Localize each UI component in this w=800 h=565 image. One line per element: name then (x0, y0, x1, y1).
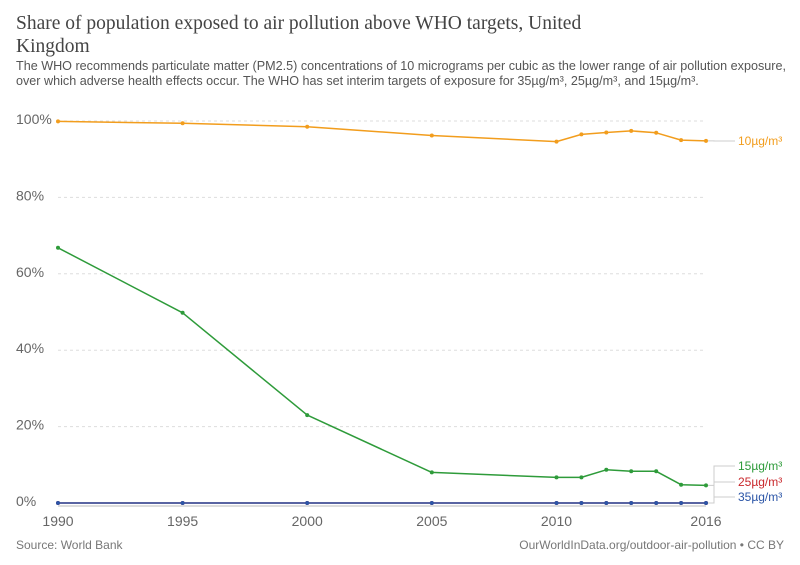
data-point (305, 124, 310, 129)
series-label: 25µg/m³ (738, 475, 782, 489)
data-point (604, 501, 609, 505)
data-point (554, 501, 559, 505)
y-tick-label: 60% (16, 264, 44, 280)
series-line (57, 247, 707, 487)
data-point (579, 475, 584, 480)
data-point (679, 501, 684, 505)
data-point (629, 501, 634, 505)
data-point (56, 245, 60, 250)
x-tick-label: 2016 (690, 513, 721, 529)
data-point (180, 121, 185, 126)
data-point (654, 501, 659, 505)
y-tick-label: 100% (16, 111, 52, 127)
data-point (305, 413, 310, 418)
data-point (704, 138, 708, 143)
y-tick-label: 20% (16, 417, 44, 433)
series-line (57, 120, 707, 143)
data-point (629, 469, 634, 474)
legend-connector (708, 496, 735, 504)
data-point (429, 470, 434, 475)
data-point (654, 130, 659, 135)
x-tick-label: 2005 (416, 513, 447, 529)
data-point (654, 469, 659, 474)
data-point (579, 501, 584, 505)
series-label: 35µg/m³ (738, 490, 782, 504)
data-point (604, 130, 609, 135)
data-point (579, 132, 584, 137)
y-tick-label: 0% (16, 493, 36, 509)
data-point (554, 139, 559, 144)
data-point (679, 482, 684, 487)
data-point (604, 467, 609, 472)
data-point (679, 138, 684, 143)
data-point (704, 501, 708, 505)
data-point (629, 128, 634, 133)
legend-connector (708, 465, 735, 486)
data-point (554, 475, 559, 480)
data-point (180, 310, 185, 315)
data-point (429, 133, 434, 138)
x-tick-label: 1990 (42, 513, 73, 529)
series-label: 10µg/m³ (738, 134, 782, 148)
y-tick-label: 80% (16, 187, 44, 203)
x-tick-label: 2010 (541, 513, 572, 529)
data-point (180, 501, 185, 505)
y-tick-label: 40% (16, 340, 44, 356)
credit-note[interactable]: OurWorldInData.org/outdoor-air-pollution… (519, 538, 784, 552)
data-point (429, 501, 434, 505)
data-point (56, 501, 60, 505)
data-point (305, 501, 310, 505)
data-point (704, 483, 708, 488)
chart-subtitle: The WHO recommends particulate matter (P… (16, 59, 786, 88)
source-note: Source: World Bank (16, 538, 123, 552)
chart-title: Share of population exposed to air pollu… (16, 13, 582, 57)
x-tick-label: 1995 (167, 513, 198, 529)
series-label: 15µg/m³ (738, 459, 782, 473)
data-point (56, 119, 60, 124)
x-tick-label: 2000 (292, 513, 323, 529)
